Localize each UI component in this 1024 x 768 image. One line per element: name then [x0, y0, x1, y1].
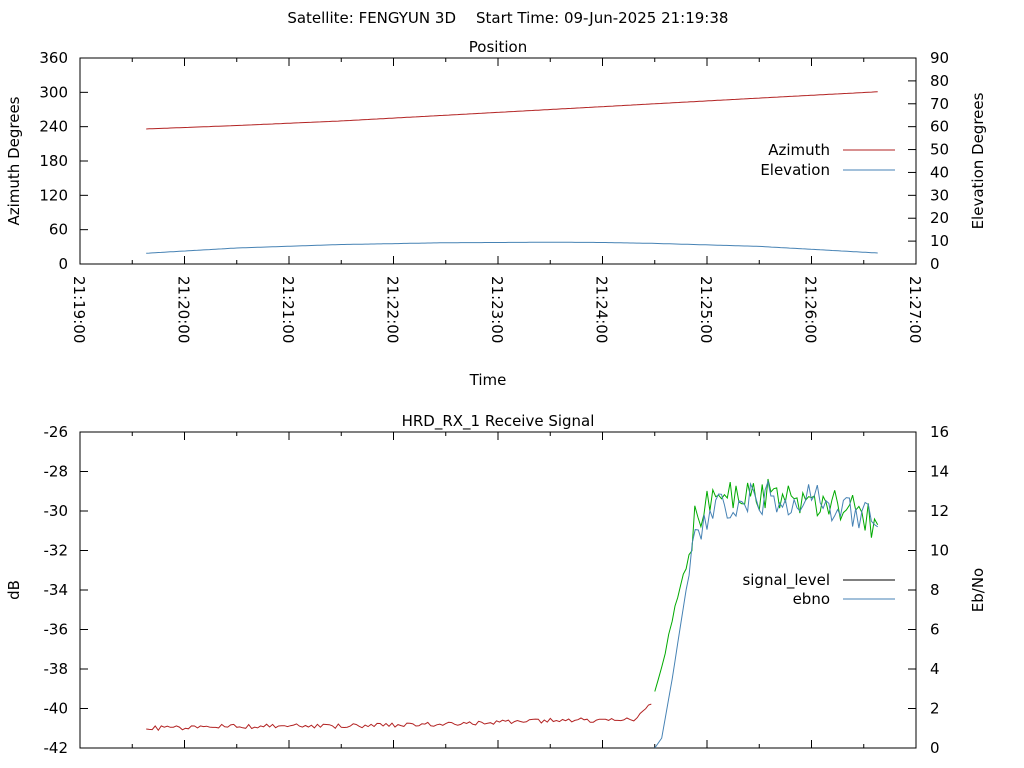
y-tick-label: -30 [44, 502, 69, 520]
y-tick-label: 0 [58, 255, 68, 273]
legend-label-Azimuth: Azimuth [768, 141, 830, 159]
y2-tick-label: 50 [930, 141, 949, 159]
y2-tick-label: 10 [930, 232, 949, 250]
y-tick-label: 180 [39, 152, 68, 170]
y-tick-label: -28 [44, 463, 69, 481]
position-chart: Position 0 60 120 180 240 300 360 0 10 20 30 40 50 60 7… [5, 38, 987, 389]
x-tick-label: 21:20:00 [175, 276, 193, 343]
chart-title: HRD_RX_1 Receive Signal [402, 412, 595, 431]
x-tick-label: 21:21:00 [279, 276, 297, 343]
y-tick-label: -40 [44, 700, 69, 718]
y2-tick-label: 8 [930, 581, 940, 599]
y2-tick-label: 60 [930, 118, 949, 136]
y2-axis-label: Eb/No [969, 568, 987, 612]
y-tick-label: -34 [44, 581, 69, 599]
legend-label-Elevation: Elevation [760, 161, 830, 179]
x-tick-label: 21:26:00 [802, 276, 820, 343]
x-tick-label: 21:27:00 [906, 276, 924, 343]
y2-tick-label: 0 [930, 255, 940, 273]
plot-frame [79, 431, 917, 749]
y2-tick-label: 70 [930, 95, 949, 113]
y2-tick-label: 30 [930, 186, 949, 204]
x-tick-label: 21:23:00 [488, 276, 506, 343]
y2-tick-label: 4 [930, 660, 940, 678]
y-tick-label: -42 [44, 739, 69, 757]
y2-tick-label: 80 [930, 72, 949, 90]
y2-tick-label: 0 [930, 739, 940, 757]
y-tick-label: 60 [49, 221, 68, 239]
y2-tick-label: 2 [930, 700, 940, 718]
receive-signal-chart: HRD_RX_1 Receive Signal -42 -40 -38 -36 -34 -3… [5, 412, 987, 757]
y-tick-label: 120 [39, 186, 68, 204]
start-time-label: Start Time: 09-Jun-2025 21:19:38 [476, 9, 728, 27]
series-line-signal_level-high [654, 478, 879, 692]
y2-tick-label: 14 [930, 463, 949, 481]
series-line-ebno [654, 479, 878, 749]
y2-tick-label: 40 [930, 163, 949, 181]
legend-label-ebno: ebno [793, 590, 830, 608]
x-tick-label: 21:19:00 [70, 276, 88, 343]
y-tick-label: -32 [44, 542, 69, 560]
y-tick-label: -36 [44, 621, 69, 639]
y-tick-label: -26 [44, 423, 69, 441]
y2-tick-label: 12 [930, 502, 949, 520]
satellite-label: Satellite: FENGYUN 3D [287, 9, 456, 27]
y-tick-label: -38 [44, 660, 69, 678]
y2-tick-label: 16 [930, 423, 949, 441]
y-tick-label: 300 [39, 83, 68, 101]
y-axis-label: Azimuth Degrees [5, 96, 23, 225]
y-axis-label: dB [5, 580, 23, 600]
x-tick-label: 21:25:00 [697, 276, 715, 343]
y2-tick-label: 6 [930, 621, 940, 639]
series-line-Elevation [146, 241, 878, 254]
y-tick-label: 360 [39, 49, 68, 67]
y2-axis-label: Elevation Degrees [969, 92, 987, 229]
y2-tick-label: 10 [930, 542, 949, 560]
x-axis-label: Time [469, 371, 507, 389]
series-line-signal_level-low [146, 703, 652, 732]
legend-label-signal_level: signal_level [742, 571, 830, 590]
series-line-Azimuth [146, 91, 878, 130]
y2-tick-label: 90 [930, 49, 949, 67]
y-tick-label: 240 [39, 118, 68, 136]
x-tick-label: 21:24:00 [593, 276, 611, 343]
chart-title: Position [469, 38, 527, 56]
y2-tick-label: 20 [930, 209, 949, 227]
x-tick-label: 21:22:00 [384, 276, 402, 343]
